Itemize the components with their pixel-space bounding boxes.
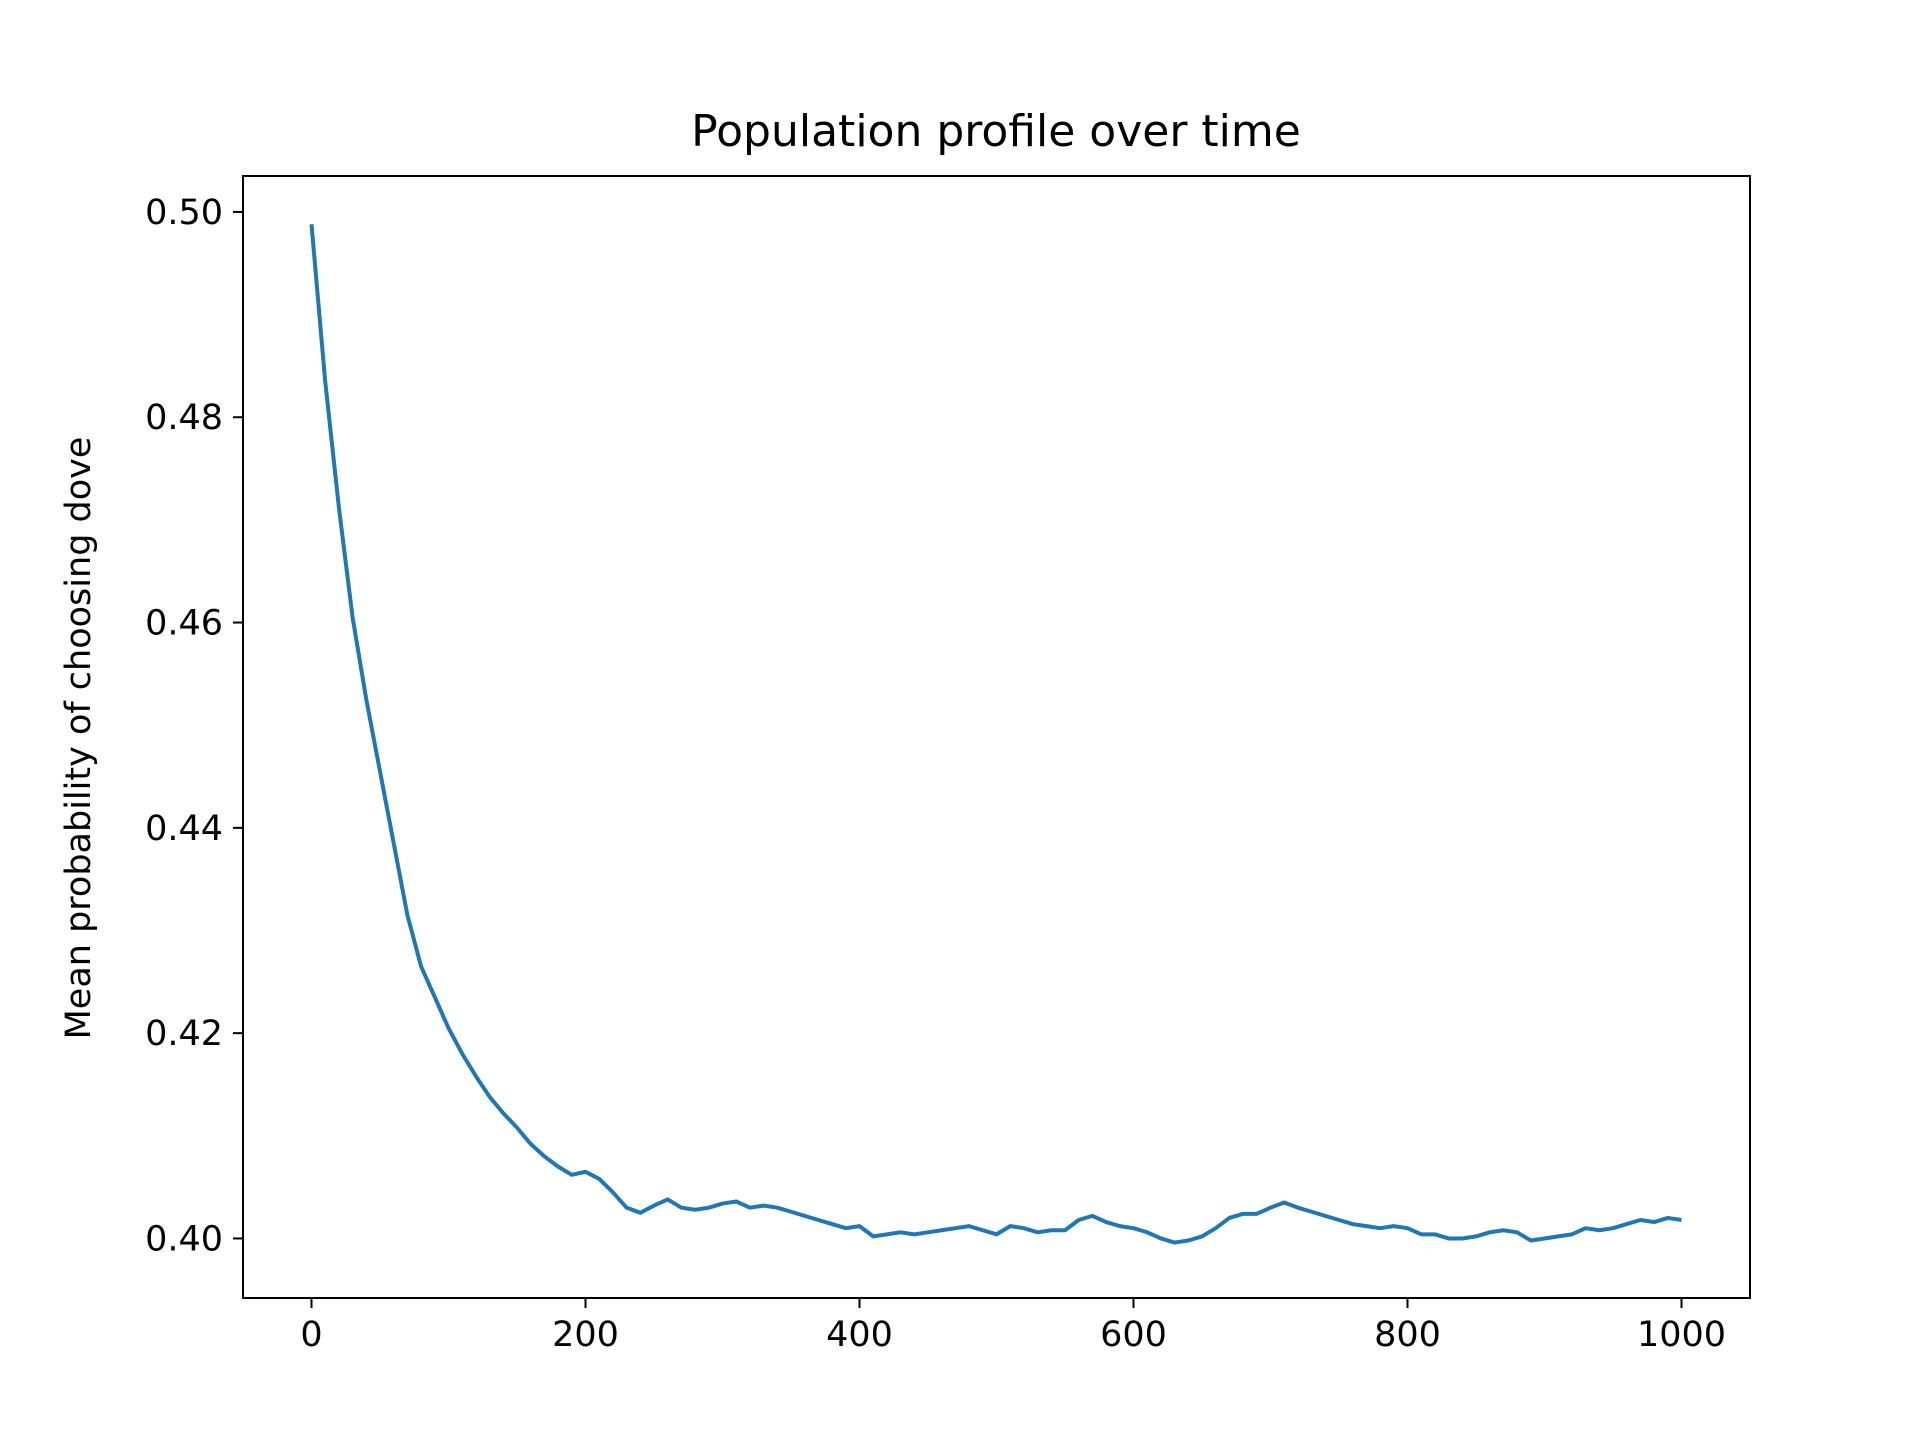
y-tick-label: 0.48 — [145, 398, 223, 438]
x-tick-label: 0 — [300, 1315, 322, 1355]
y-tick-label: 0.44 — [145, 809, 223, 849]
x-tick-label: 1000 — [1637, 1315, 1726, 1355]
y-tick-label: 0.46 — [145, 604, 223, 644]
y-tick-label: 0.50 — [145, 193, 223, 233]
y-axis: 0.40 0.42 0.44 0.46 0.48 0.50 — [145, 193, 243, 1259]
x-tick-label: 800 — [1374, 1315, 1441, 1355]
y-tick-label: 0.40 — [145, 1219, 223, 1259]
x-tick-label: 600 — [1100, 1315, 1167, 1355]
axes-frame — [242, 175, 1751, 1299]
chart-title: Population profile over time — [691, 106, 1301, 157]
y-axis-label: Mean probability of choosing dove — [59, 437, 99, 1040]
x-tick-label: 200 — [552, 1315, 619, 1355]
x-tick-label: 400 — [826, 1315, 893, 1355]
y-tick-label: 0.42 — [145, 1014, 223, 1054]
plot-area — [242, 175, 1751, 1299]
series-line-0 — [309, 224, 1682, 1245]
x-axis: 0 200 400 600 800 1000 — [300, 1298, 1726, 1355]
